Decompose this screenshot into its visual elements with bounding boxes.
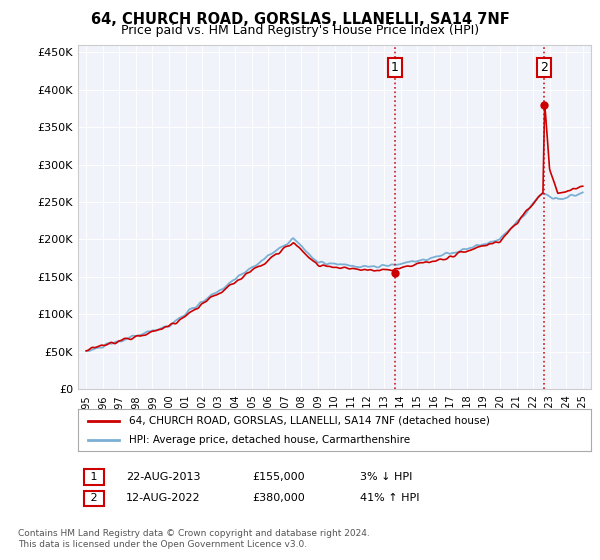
Text: HPI: Average price, detached house, Carmarthenshire: HPI: Average price, detached house, Carm…	[130, 435, 410, 445]
Text: £380,000: £380,000	[252, 493, 305, 503]
Text: Price paid vs. HM Land Registry's House Price Index (HPI): Price paid vs. HM Land Registry's House …	[121, 24, 479, 36]
Text: 41% ↑ HPI: 41% ↑ HPI	[360, 493, 419, 503]
Text: 3% ↓ HPI: 3% ↓ HPI	[360, 472, 412, 482]
Text: 1: 1	[87, 472, 101, 482]
Text: 22-AUG-2013: 22-AUG-2013	[126, 472, 200, 482]
Text: 12-AUG-2022: 12-AUG-2022	[126, 493, 200, 503]
Text: 1: 1	[391, 61, 398, 74]
Text: 64, CHURCH ROAD, GORSLAS, LLANELLI, SA14 7NF: 64, CHURCH ROAD, GORSLAS, LLANELLI, SA14…	[91, 12, 509, 27]
Text: 2: 2	[540, 61, 548, 74]
Text: Contains HM Land Registry data © Crown copyright and database right 2024.
This d: Contains HM Land Registry data © Crown c…	[18, 529, 370, 549]
Text: £155,000: £155,000	[252, 472, 305, 482]
Text: 64, CHURCH ROAD, GORSLAS, LLANELLI, SA14 7NF (detached house): 64, CHURCH ROAD, GORSLAS, LLANELLI, SA14…	[130, 416, 490, 426]
Text: 2: 2	[87, 493, 101, 503]
